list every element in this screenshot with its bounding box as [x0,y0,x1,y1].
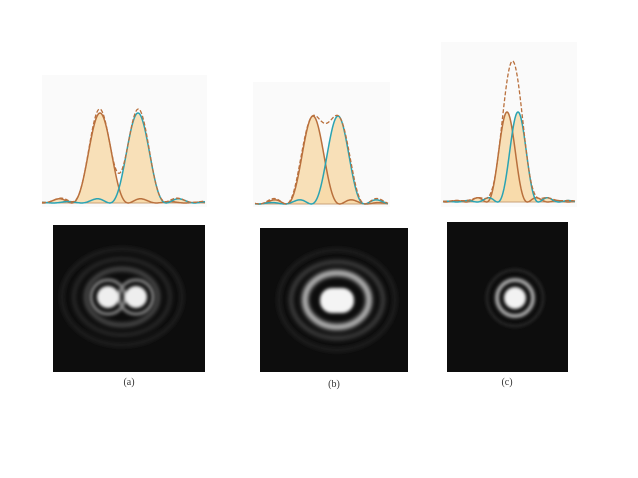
panel-label: (b) [328,379,340,390]
curve [442,111,575,203]
panel-label: (a) [123,377,134,388]
pattern-b [260,228,408,372]
panel-label: (c) [501,377,512,388]
curve [443,111,576,203]
sum-curve [41,108,205,204]
sum-curve [443,60,576,202]
sum-curve [254,114,389,205]
pattern-a [53,225,205,372]
curve [41,112,205,204]
curve-fill [255,116,388,204]
curves [41,60,576,205]
curve-fill [42,113,205,203]
pattern-c [447,222,568,372]
